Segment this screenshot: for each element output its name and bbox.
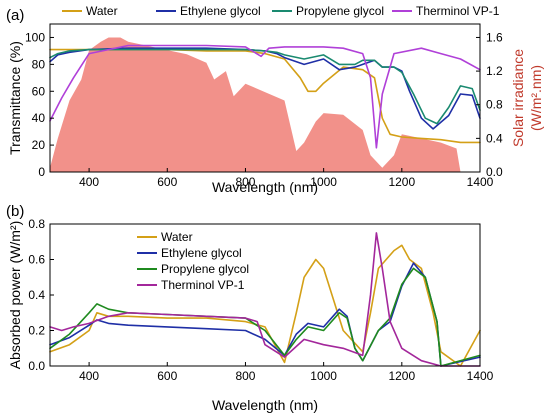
solar-irradiance-area-shape xyxy=(50,37,480,172)
series-line-water xyxy=(49,244,481,367)
x-tick-label: 600 xyxy=(157,175,177,189)
panel-a-y-axis-title: Transmittance (%) xyxy=(7,41,23,155)
y-tick-label: 0.4 xyxy=(28,288,45,302)
y-tick-label: 0.6 xyxy=(28,253,45,267)
panel-a-y-ticks: 0 20 40 60 80 100 xyxy=(25,30,54,179)
x-tick-label: 1200 xyxy=(388,369,415,383)
x-tick-label: 1400 xyxy=(467,369,494,383)
y-tick-label: 40 xyxy=(32,111,46,125)
legend-label-therminol-vp-1: Therminol VP-1 xyxy=(161,278,245,292)
panel-a-legend: Water Ethylene glycol Propylene glycol Ther… xyxy=(62,4,500,18)
y-tick-label: 0.0 xyxy=(28,359,45,373)
panel-b: (b) 400 600 800 1000 1200 1400 0.00.20.40.60.… xyxy=(6,203,494,413)
series-line-therminol-vp-1 xyxy=(49,44,481,149)
panel-b-x-axis-title: Wavelength (nm) xyxy=(212,397,318,413)
panel-a-y2-axis-title-2: (W/m².nm) xyxy=(528,65,544,131)
panel-a-x-axis-title: Wavelength (nm) xyxy=(212,179,318,195)
panel-b-series xyxy=(49,232,481,367)
panel-a-y2-ticks: 0.0 0.4 0.8 1.2 1.6 xyxy=(476,30,503,179)
legend-label-propylene-glycol: Propylene glycol xyxy=(161,262,249,276)
y2-tick-label: 1.2 xyxy=(486,64,503,78)
panel-a-label: (a) xyxy=(6,7,24,24)
y2-tick-label: 0.8 xyxy=(486,98,503,112)
legend-label-water: Water xyxy=(161,230,193,244)
panel-b-x-ticks: 400 600 800 1000 1200 1400 xyxy=(79,362,494,383)
y2-tick-label: 0.4 xyxy=(486,131,503,145)
panel-a-frame xyxy=(49,23,481,173)
x-tick-label: 600 xyxy=(157,369,177,383)
legend-label-ethylene-glycol: Ethylene glycol xyxy=(180,4,261,18)
y2-tick-label: 0.0 xyxy=(486,165,503,179)
legend-label-therminol-vp-1: Therminol VP-1 xyxy=(416,4,500,18)
y-tick-label: 100 xyxy=(25,30,45,44)
y-tick-label: 0.2 xyxy=(28,324,45,338)
panel-a-x-ticks: 400 600 800 1000 1200 1400 xyxy=(79,168,494,189)
panel-a: (a) 400 600 800 1000 1200 1400 0 20 40 60 80 100 0… xyxy=(6,4,544,195)
legend-label-water: Water xyxy=(86,4,118,18)
y-tick-label: 0.8 xyxy=(28,217,45,231)
series-line-therminol-vp-1 xyxy=(49,232,481,367)
x-tick-label: 1000 xyxy=(310,369,337,383)
y-tick-label: 60 xyxy=(32,84,46,98)
legend-label-ethylene-glycol: Ethylene glycol xyxy=(161,246,242,260)
series-line-ethylene-glycol xyxy=(49,47,481,130)
panel-b-label: (b) xyxy=(6,203,24,220)
series-line-propylene-glycol xyxy=(49,267,481,367)
series-line-propylene-glycol xyxy=(49,48,481,125)
panel-b-y-axis-title: Absorbed power (W/m²) xyxy=(7,221,23,370)
x-tick-label: 800 xyxy=(235,175,255,189)
panel-b-legend: Water Ethylene glycol Propylene glycol Ther… xyxy=(137,230,249,292)
y-tick-label: 80 xyxy=(32,57,46,71)
y-tick-label: 20 xyxy=(32,138,46,152)
panel-a-series xyxy=(49,44,481,149)
series-line-ethylene-glycol xyxy=(49,262,481,367)
y-tick-label: 0 xyxy=(38,165,45,179)
x-tick-label: 1400 xyxy=(467,175,494,189)
solar-irradiance-area xyxy=(50,37,480,172)
x-tick-label: 400 xyxy=(79,175,99,189)
legend-label-propylene-glycol: Propylene glycol xyxy=(296,4,384,18)
x-tick-label: 1200 xyxy=(388,175,415,189)
panel-b-y-ticks: 0.0 0.2 0.4 0.6 0.8 xyxy=(28,217,54,373)
x-tick-label: 1000 xyxy=(310,175,337,189)
panel-a-y2-axis-title-1: Solar irradiance xyxy=(510,49,526,147)
y2-tick-label: 1.6 xyxy=(486,30,503,44)
x-tick-label: 800 xyxy=(235,369,255,383)
x-tick-label: 400 xyxy=(79,369,99,383)
